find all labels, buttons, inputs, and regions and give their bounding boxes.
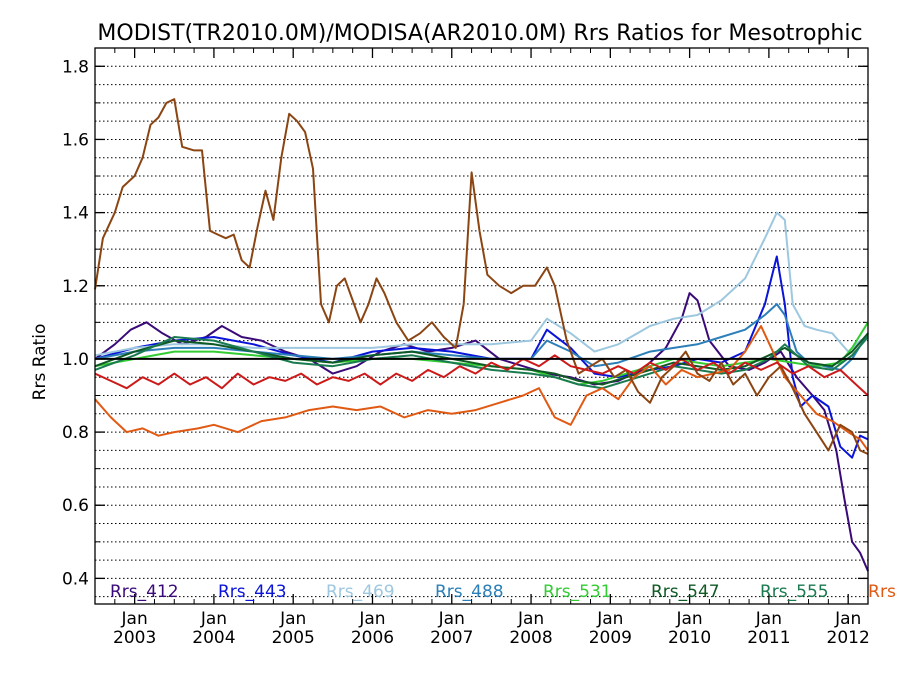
y-tick-label: 1.4 <box>62 204 89 224</box>
y-tick-label: 1.8 <box>62 57 89 77</box>
grid-lines <box>95 65 868 598</box>
x-tick-month: Jan <box>279 609 306 629</box>
y-tick-label: 0.4 <box>62 569 89 589</box>
x-tick-year: 2012 <box>827 628 870 648</box>
series-line-rrs_678 <box>94 354 869 397</box>
x-tick-month: Jan <box>200 609 227 629</box>
y-tick-label: 1.2 <box>62 277 89 297</box>
legend-entry-rrs_488: Rrs_488 <box>435 582 504 602</box>
plot-frame <box>94 47 869 605</box>
y-axis-label: Rrs Ratio <box>30 324 50 401</box>
x-tick-year: 2005 <box>272 628 315 648</box>
series-line-rrs_531 <box>94 321 869 386</box>
x-tick-month: Jan <box>596 609 623 629</box>
series-line-rrs_645 <box>94 325 869 451</box>
x-tick-year: 2004 <box>192 628 235 648</box>
y-tick-label: 0.6 <box>62 496 89 516</box>
x-tick-year: 2007 <box>430 628 473 648</box>
legend: Rrs_412 Rrs_443 Rrs_469 Rrs_488 Rrs_531 Rrs_5… <box>110 582 896 602</box>
y-tick-label: 1.0 <box>62 350 89 370</box>
x-tick-month: Jan <box>676 609 703 629</box>
legend-entry-rrs_645: Rrs <box>868 582 896 602</box>
y-tick-label: 1.6 <box>62 130 89 150</box>
x-axis-ticks: Jan2003Jan2004Jan2005Jan2006Jan2007Jan20… <box>113 48 870 648</box>
x-tick-year: 2009 <box>589 628 632 648</box>
legend-entry-rrs_531: Rrs_531 <box>543 582 612 602</box>
y-tick-label: 0.8 <box>62 423 89 443</box>
x-tick-year: 2003 <box>113 628 156 648</box>
x-tick-month: Jan <box>121 609 148 629</box>
x-tick-year: 2010 <box>668 628 711 648</box>
legend-entry-rrs_547: Rrs_547 <box>651 582 720 602</box>
x-tick-year: 2011 <box>747 628 790 648</box>
x-tick-month: Jan <box>834 609 861 629</box>
x-tick-month: Jan <box>358 609 385 629</box>
series-lines <box>94 98 869 572</box>
x-tick-month: Jan <box>517 609 544 629</box>
legend-entry-rrs_412: Rrs_412 <box>110 582 179 602</box>
series-line-rrs_667 <box>94 98 869 455</box>
x-tick-month: Jan <box>755 609 782 629</box>
legend-entry-rrs_469: Rrs_469 <box>326 582 395 602</box>
x-tick-month: Jan <box>438 609 465 629</box>
series-line-rrs_469 <box>94 211 869 357</box>
chart-title: MODIST(TR2010.0M)/MODISA(AR2010.0M) Rrs … <box>97 21 862 46</box>
legend-entry-rrs_555: Rrs_555 <box>760 582 829 602</box>
series-line-rrs_555 <box>94 336 869 390</box>
x-tick-year: 2008 <box>509 628 552 648</box>
series-line-rrs_412 <box>94 292 869 572</box>
x-tick-year: 2006 <box>351 628 394 648</box>
legend-entry-rrs_443: Rrs_443 <box>218 582 287 602</box>
y-axis-ticks: 0.4 0.6 0.8 1.0 1.2 1.4 1.6 1.8 <box>62 57 868 589</box>
